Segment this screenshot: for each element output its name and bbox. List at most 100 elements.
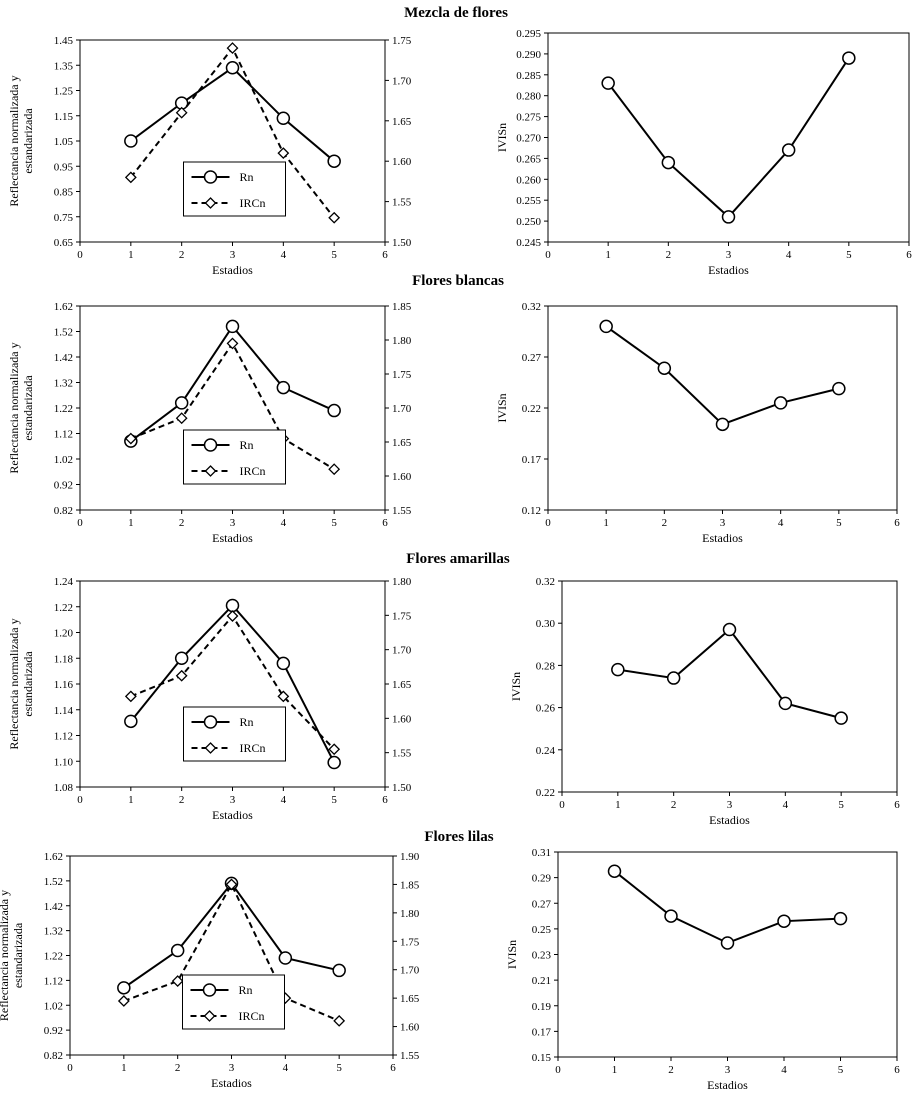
- y-tick-label: 1.02: [44, 1000, 63, 1012]
- diamond-marker: [328, 211, 341, 224]
- y-tick-label: 1.18: [54, 653, 74, 665]
- x-tick-label: 5: [331, 517, 337, 529]
- circle-marker: [842, 51, 856, 65]
- series-line-ivisn: [617, 628, 842, 720]
- y2-tick-label: 1.75: [400, 936, 420, 948]
- y-tick-label: 0.25: [532, 924, 552, 936]
- legend-label: IRCn: [239, 1009, 265, 1023]
- diamond-marker: [171, 975, 184, 988]
- diamond-marker: [204, 197, 217, 209]
- diamond-marker: [226, 337, 239, 350]
- y-tick-label: 1.14: [54, 705, 74, 717]
- diamond-marker: [117, 995, 130, 1007]
- legend: Rn IRCn: [183, 161, 286, 217]
- y-tick-label: 1.35: [54, 60, 74, 72]
- y-tick-label: 0.15: [532, 1052, 552, 1064]
- y-axis-label-line: Reflectancia normalizada y: [7, 618, 21, 749]
- diamond-marker: [226, 42, 239, 54]
- y-axis-label-line: estandarizada: [11, 922, 25, 988]
- chart-1: 0 1 2 3 4 5 6 0.65 0.75 0.85 0.95 1.05 1.15 1.25 1.35 1…: [7, 35, 412, 277]
- circle-marker: [773, 396, 788, 410]
- group-title: Flores lilas: [424, 829, 493, 845]
- circle-marker: [778, 696, 793, 711]
- y-tick-label: 1.22: [54, 602, 73, 614]
- legend-box: [183, 706, 286, 762]
- y2-tick-label: 1.65: [392, 116, 412, 128]
- x-tick-label: 0: [67, 1062, 73, 1074]
- diamond-marker: [204, 742, 217, 754]
- x-tick-label: 1: [605, 249, 611, 261]
- diamond-marker: [175, 106, 188, 119]
- y-tick-label: 0.32: [522, 301, 541, 313]
- circle-marker: [225, 61, 240, 75]
- y-tick-label: 0.85: [54, 187, 74, 199]
- x-tick-label: 4: [783, 799, 789, 811]
- circle-marker: [225, 598, 240, 613]
- y2-tick-label: 1.80: [392, 576, 412, 588]
- y2-tick-label: 1.70: [392, 645, 412, 657]
- x-tick-label: 6: [390, 1062, 396, 1074]
- y2-tick-label: 1.80: [400, 908, 420, 920]
- plot-frame: [547, 305, 898, 511]
- x-tick-label: 3: [725, 1064, 731, 1076]
- circle-marker: [781, 143, 796, 157]
- x-tick-label: 1: [128, 249, 134, 261]
- series-line-rn: [130, 66, 335, 162]
- y-tick-label: 0.19: [532, 1001, 552, 1013]
- y-tick-label: 1.52: [54, 327, 73, 339]
- y-axis-label: IVISn: [495, 123, 509, 152]
- y-tick-label: 0.27: [522, 352, 542, 364]
- x-axis-label: Estadios: [702, 531, 743, 545]
- y-tick-label: 0.32: [536, 576, 555, 588]
- circle-marker: [174, 651, 189, 665]
- legend-box: [182, 974, 285, 1030]
- circle-marker: [124, 714, 138, 729]
- x-tick-label: 5: [838, 1064, 844, 1076]
- chart-3: 0 1 2 3 4 5 6 0.82 0.92 1.02 1.12 1.22 1.32 1.42 1.52 1…: [7, 301, 412, 545]
- x-tick-label: 2: [662, 517, 668, 529]
- y-axis-label-line: Reflectancia normalizada y: [7, 75, 21, 206]
- legend-label: Rn: [240, 715, 254, 729]
- y-tick-label: 1.12: [54, 429, 73, 441]
- series-line-ivisn: [605, 325, 840, 426]
- x-tick-label: 1: [612, 1064, 618, 1076]
- y-tick-label: 0.82: [44, 1050, 63, 1062]
- y-tick-label: 0.245: [516, 237, 541, 249]
- x-tick-label: 4: [778, 517, 784, 529]
- y-tick-label: 0.12: [522, 505, 541, 517]
- y2-tick-label: 1.55: [392, 197, 412, 209]
- x-tick-label: 3: [230, 249, 236, 261]
- y-tick-label: 1.32: [54, 378, 73, 390]
- legend-label: Rn: [240, 438, 254, 452]
- x-tick-label: 5: [838, 799, 844, 811]
- x-axis-label: Estadios: [212, 808, 253, 822]
- x-tick-label: 0: [559, 799, 565, 811]
- y-axis-label-line: estandarizada: [21, 108, 35, 174]
- x-tick-label: 2: [179, 249, 185, 261]
- circle-marker: [170, 943, 185, 958]
- y-tick-label: 1.20: [54, 628, 74, 640]
- y-axis-label-line: Reflectancia normalizada y: [0, 890, 11, 1021]
- y-axis-label-line: Reflectancia normalizada y: [7, 342, 21, 473]
- y-axis-label: IVISn: [509, 672, 523, 701]
- x-tick-label: 0: [77, 794, 83, 806]
- y-tick-label: 0.17: [532, 1026, 552, 1038]
- x-tick-label: 0: [555, 1064, 561, 1076]
- circle-marker: [203, 715, 218, 729]
- y-tick-label: 0.65: [54, 237, 74, 249]
- x-tick-label: 0: [545, 249, 551, 261]
- y-tick-label: 1.02: [54, 454, 73, 466]
- circle-marker: [657, 361, 672, 375]
- diamond-marker: [277, 147, 290, 160]
- diamond-marker: [328, 463, 341, 476]
- series-line-rn: [123, 881, 340, 989]
- diamond-marker: [328, 743, 341, 756]
- circle-marker: [834, 711, 848, 725]
- x-tick-label: 6: [906, 249, 912, 261]
- y2-tick-label: 1.60: [400, 1022, 420, 1034]
- diamond-marker: [203, 1010, 216, 1022]
- circle-marker: [327, 403, 341, 418]
- y-tick-label: 1.05: [54, 136, 74, 148]
- circle-marker: [832, 381, 846, 396]
- circle-marker: [225, 319, 240, 334]
